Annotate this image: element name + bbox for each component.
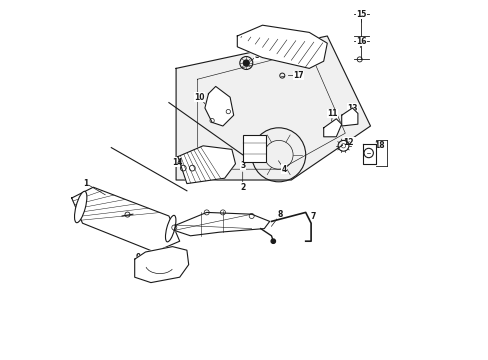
Text: 2: 2: [240, 183, 245, 192]
Text: 3: 3: [240, 161, 245, 170]
Polygon shape: [237, 25, 326, 68]
Text: 14: 14: [172, 158, 183, 166]
Text: 4: 4: [281, 165, 286, 174]
Polygon shape: [178, 146, 235, 184]
Bar: [242, 135, 265, 162]
Ellipse shape: [165, 215, 176, 242]
Text: 1: 1: [83, 179, 88, 188]
Ellipse shape: [74, 191, 87, 223]
Text: 15: 15: [356, 10, 366, 19]
Text: 16: 16: [356, 37, 366, 46]
Polygon shape: [363, 144, 375, 164]
Polygon shape: [176, 36, 370, 180]
Text: 8: 8: [277, 210, 283, 219]
Polygon shape: [174, 212, 269, 236]
Text: 11: 11: [327, 109, 337, 118]
Text: 9: 9: [135, 253, 141, 262]
Circle shape: [270, 239, 275, 243]
Text: 6: 6: [250, 215, 256, 224]
Polygon shape: [323, 119, 341, 137]
Text: 13: 13: [346, 104, 357, 113]
Polygon shape: [134, 247, 188, 283]
Text: 17: 17: [293, 71, 303, 80]
Polygon shape: [72, 187, 179, 252]
Text: 5: 5: [254, 51, 259, 60]
Text: 18: 18: [373, 141, 384, 150]
Circle shape: [243, 60, 249, 66]
Text: 12: 12: [343, 138, 353, 147]
Text: 10: 10: [194, 93, 204, 102]
Polygon shape: [204, 86, 233, 126]
Polygon shape: [341, 108, 357, 126]
Text: 7: 7: [309, 212, 315, 220]
